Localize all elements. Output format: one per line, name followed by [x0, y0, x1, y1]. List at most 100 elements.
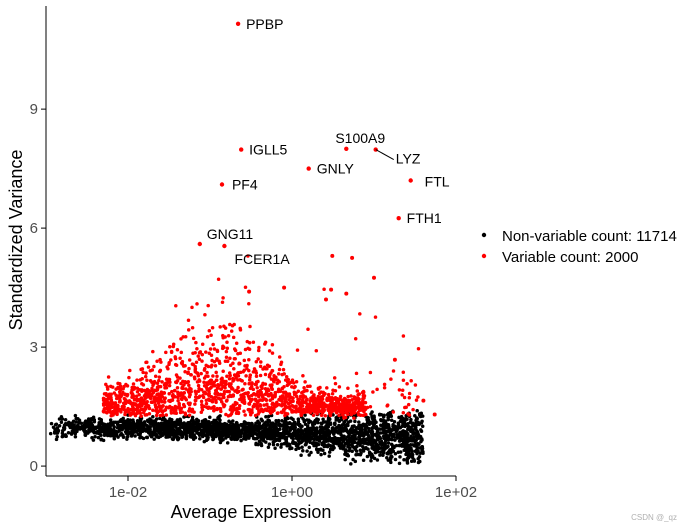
variable-point	[365, 405, 370, 410]
nonvariable-point	[383, 419, 388, 423]
nonvariable-point	[254, 421, 258, 425]
nonvariable-point	[404, 446, 408, 450]
nonvariable-point	[304, 442, 308, 447]
variable-point	[269, 405, 274, 410]
variable-point	[222, 389, 227, 394]
variable-point	[173, 356, 178, 361]
nonvariable-point	[254, 436, 259, 441]
nonvariable-point	[372, 414, 376, 418]
variable-point	[193, 395, 198, 399]
variable-point	[358, 413, 363, 418]
nonvariable-point	[240, 430, 244, 435]
variable-point	[182, 390, 187, 395]
nonvariable-point	[309, 437, 314, 441]
variable-point	[173, 408, 178, 412]
variable-point	[224, 355, 229, 359]
nonvariable-point	[275, 443, 280, 447]
variable-point	[126, 400, 131, 404]
variable-point	[354, 405, 358, 410]
variable-point	[297, 409, 301, 414]
nonvariable-point	[208, 415, 212, 420]
nonvariable-point	[405, 459, 409, 464]
nonvariable-point	[142, 420, 147, 424]
variable-point	[276, 372, 281, 376]
nonvariable-point	[278, 434, 282, 439]
nonvariable-point	[239, 438, 243, 443]
variable-point	[142, 388, 147, 393]
variable-point	[144, 371, 148, 375]
variable-point	[179, 391, 183, 396]
variable-point	[205, 382, 210, 387]
variable-point	[152, 395, 157, 399]
nonvariable-point	[138, 436, 142, 440]
nonvariable-point	[154, 417, 159, 421]
nonvariable-point	[48, 431, 53, 436]
nonvariable-point	[370, 420, 375, 425]
variable-point	[279, 410, 284, 414]
variable-point	[285, 383, 290, 388]
gene-label-ftl: FTL	[425, 174, 450, 190]
nonvariable-point	[384, 430, 388, 434]
x-axis-title: Average Expression	[171, 502, 332, 522]
variable-point	[290, 399, 294, 403]
nonvariable-point	[336, 417, 341, 422]
nonvariable-point	[366, 447, 370, 451]
nonvariable-point	[388, 433, 392, 437]
nonvariable-point	[290, 424, 295, 428]
nonvariable-point	[296, 422, 300, 426]
variable-point	[241, 394, 245, 398]
variable-point	[177, 406, 181, 410]
variable-point	[193, 402, 197, 406]
variable-point	[203, 390, 207, 395]
variable-point	[227, 384, 232, 388]
legend-marker-variable	[481, 253, 487, 259]
nonvariable-point	[408, 428, 412, 432]
variable-point	[180, 385, 185, 389]
nonvariable-point	[254, 442, 258, 447]
variable-point	[247, 368, 251, 373]
variable-point	[236, 385, 240, 390]
variable-point	[166, 367, 170, 371]
nonvariable-point	[348, 419, 353, 423]
nonvariable-point	[168, 421, 172, 425]
nonvariable-point	[372, 447, 376, 452]
nonvariable-point	[101, 438, 106, 443]
variable-point	[303, 380, 307, 384]
variable-point	[262, 403, 266, 407]
nonvariable-point	[343, 426, 348, 431]
nonvariable-point	[134, 423, 138, 428]
variable-point	[263, 367, 268, 371]
nonvariable-point	[203, 433, 208, 438]
nonvariable-point	[251, 436, 256, 441]
variable-point	[263, 392, 268, 396]
variable-point	[101, 398, 106, 402]
nonvariable-point	[214, 429, 218, 433]
nonvariable-point	[313, 426, 317, 431]
nonvariable-point	[300, 445, 304, 450]
nonvariable-point	[218, 431, 223, 436]
nonvariable-point	[369, 459, 373, 463]
variable-point	[270, 383, 274, 387]
variable-point	[361, 393, 366, 398]
variable-point	[126, 406, 130, 411]
variable-point	[260, 383, 265, 388]
variable-point	[371, 390, 375, 394]
variable-point	[148, 378, 153, 383]
variable-point	[200, 359, 204, 363]
variable-point	[314, 348, 319, 353]
variable-point	[135, 378, 139, 382]
nonvariable-point	[206, 431, 211, 436]
nonvariable-point	[153, 431, 158, 436]
variable-point	[363, 400, 368, 405]
nonvariable-point	[185, 427, 189, 431]
nonvariable-point	[376, 427, 380, 431]
nonvariable-point	[343, 457, 347, 462]
variable-point	[125, 394, 129, 398]
variable-point	[269, 371, 273, 375]
variable-point	[132, 411, 137, 416]
nonvariable-point	[60, 434, 65, 439]
nonvariable-point	[229, 420, 233, 425]
variable-point	[133, 402, 138, 406]
nonvariable-point	[409, 453, 414, 457]
nonvariable-point	[164, 420, 168, 425]
